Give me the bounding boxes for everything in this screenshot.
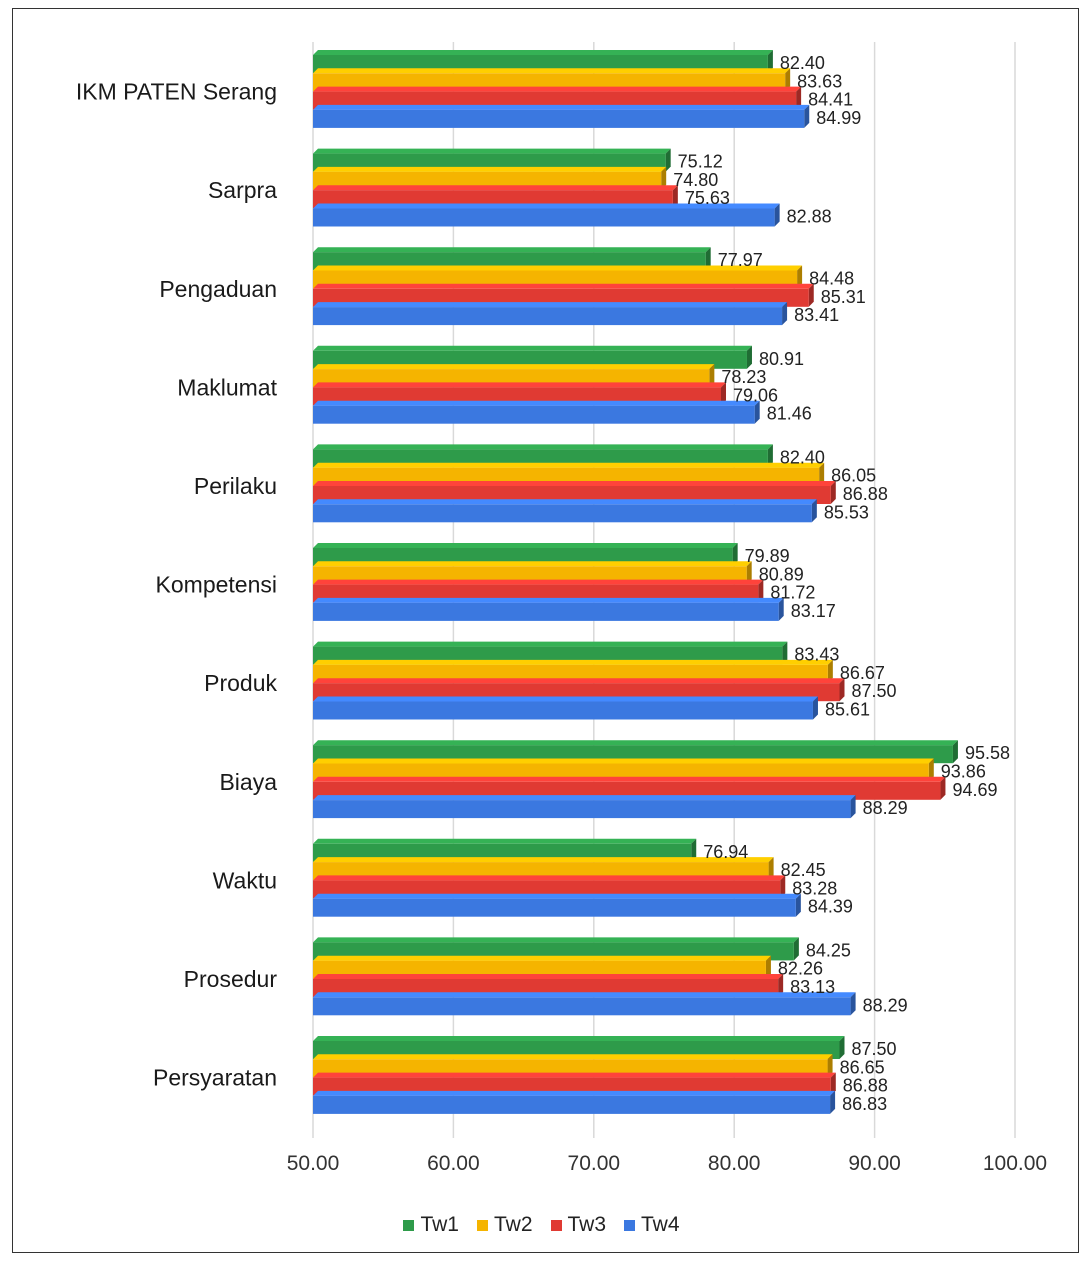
legend-label: Tw2	[493, 1213, 533, 1236]
x-tick-label: 70.00	[568, 1152, 621, 1175]
value-label: 84.39	[808, 897, 853, 917]
value-label: 93.86	[941, 762, 986, 782]
value-label: 87.50	[852, 1039, 897, 1059]
value-label: 95.58	[965, 743, 1010, 763]
value-label: 80.91	[759, 349, 804, 369]
value-label: 82.40	[780, 53, 825, 73]
category-label: Biaya	[219, 769, 277, 795]
category-label: Prosedur	[184, 966, 278, 992]
x-axis-tick-labels: 50.00 60.00 70.00 80.00 90.00 100.00	[287, 1152, 1047, 1175]
value-label: 84.48	[809, 269, 854, 289]
category-label: Sarpra	[208, 177, 277, 203]
bar-tw4	[313, 203, 780, 227]
value-label: 84.25	[806, 940, 851, 960]
legend-swatch	[550, 1219, 562, 1231]
bar-tw4	[313, 795, 856, 819]
value-label: 83.41	[794, 305, 839, 325]
value-label: 86.88	[843, 1076, 888, 1096]
bar-tw4	[313, 597, 784, 621]
value-label: 87.50	[852, 681, 897, 701]
value-label: 75.12	[678, 152, 723, 172]
value-label: 81.46	[767, 404, 812, 424]
category-label: Maklumat	[177, 374, 277, 400]
value-label: 81.72	[770, 583, 815, 603]
value-label: 83.28	[792, 878, 837, 898]
category-label: Produk	[204, 670, 277, 696]
value-label: 85.31	[821, 287, 866, 307]
category-label: Kompetensi	[156, 572, 277, 598]
value-label: 77.97	[718, 250, 763, 270]
legend-label: Tw3	[567, 1213, 607, 1236]
value-label: 83.17	[791, 601, 836, 621]
value-label: 86.67	[840, 663, 885, 683]
value-label: 86.88	[843, 484, 888, 504]
category-label: IKM PATEN Serang	[76, 79, 277, 105]
legend-swatch	[476, 1219, 488, 1231]
value-label: 85.61	[825, 700, 870, 720]
value-label: 83.13	[790, 977, 835, 997]
x-tick-label: 100.00	[983, 1152, 1047, 1175]
x-tick-label: 50.00	[287, 1152, 340, 1175]
value-label: 82.26	[778, 959, 823, 979]
value-label: 86.05	[831, 466, 876, 486]
chart-legend: Tw1 Tw2 Tw3 Tw4	[0, 1213, 1083, 1237]
bar-tw4	[313, 104, 810, 128]
legend-swatch	[403, 1219, 415, 1231]
value-label: 80.89	[759, 564, 804, 584]
x-tick-label: 60.00	[427, 1152, 480, 1175]
legend-item-tw2: Tw2	[476, 1213, 533, 1237]
value-label: 76.94	[703, 842, 748, 862]
legend-item-tw4: Tw4	[624, 1213, 680, 1237]
category-label: Waktu	[213, 867, 277, 893]
value-label: 84.41	[808, 90, 853, 110]
category-label: Pengaduan	[159, 276, 277, 302]
value-label: 75.63	[685, 188, 730, 208]
x-tick-label: 80.00	[708, 1152, 761, 1175]
x-tick-label: 90.00	[848, 1152, 901, 1175]
bar-tw4	[313, 696, 818, 720]
value-label: 82.88	[787, 207, 832, 227]
value-label: 78.23	[721, 367, 766, 387]
value-label: 86.65	[840, 1057, 885, 1077]
bar-tw4	[313, 992, 856, 1016]
legend-item-tw3: Tw3	[550, 1213, 607, 1237]
bar-tw4	[313, 1090, 836, 1114]
bar-tw4	[313, 302, 788, 326]
value-label: 82.45	[781, 860, 826, 880]
category-label: Persyaratan	[153, 1065, 277, 1091]
value-label: 85.53	[824, 502, 869, 522]
value-labels: 82.4083.6384.4184.9975.1274.8075.6382.88…	[673, 53, 1010, 1114]
value-label: 94.69	[952, 780, 997, 800]
bar-tw4	[313, 893, 801, 917]
value-label: 79.06	[733, 385, 778, 405]
bars	[313, 50, 958, 1114]
value-label: 83.43	[794, 645, 839, 665]
value-label: 79.89	[745, 546, 790, 566]
legend-label: Tw4	[641, 1213, 680, 1236]
value-label: 83.63	[797, 71, 842, 91]
value-label: 88.29	[863, 798, 908, 818]
legend-label: Tw1	[420, 1213, 459, 1236]
value-label: 88.29	[863, 995, 908, 1015]
category-labels: IKM PATEN Serang Sarpra Pengaduan Maklumat P…	[76, 79, 278, 1091]
legend-swatch	[624, 1219, 636, 1231]
value-label: 74.80	[673, 170, 718, 190]
value-label: 84.99	[816, 108, 861, 128]
category-label: Perilaku	[194, 473, 277, 499]
bar-tw4	[313, 400, 760, 424]
value-label: 82.40	[780, 447, 825, 467]
value-label: 86.83	[842, 1094, 887, 1114]
legend-item-tw1: Tw1	[403, 1213, 459, 1237]
bar-tw4	[313, 499, 817, 523]
